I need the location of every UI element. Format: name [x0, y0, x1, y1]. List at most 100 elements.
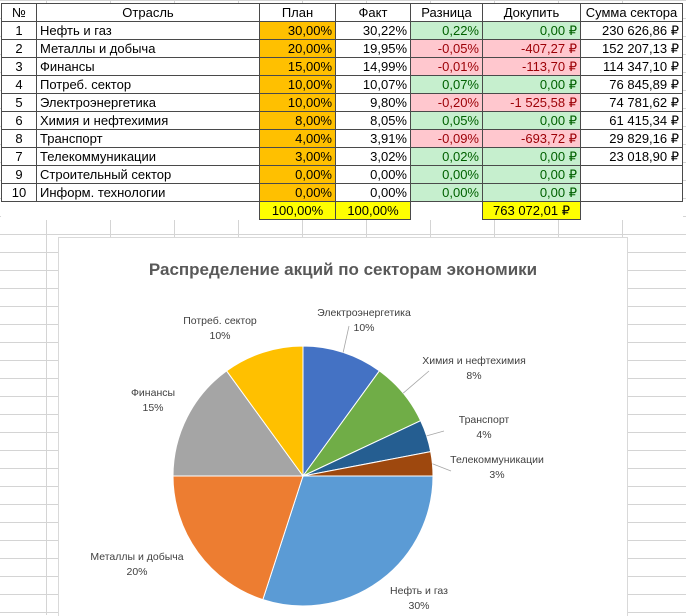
- cell-num[interactable]: 4: [1, 75, 37, 94]
- cell-sum[interactable]: [580, 165, 683, 184]
- cell-plan[interactable]: 10,00%: [259, 93, 336, 112]
- cell-sum[interactable]: [580, 183, 683, 202]
- pie-leader-line: [426, 430, 445, 437]
- cell-fact[interactable]: 19,95%: [335, 39, 411, 58]
- cell-buy[interactable]: 0,00 ₽: [482, 111, 581, 130]
- pie-slice[interactable]: [262, 475, 434, 607]
- cell-plan[interactable]: 0,00%: [259, 183, 336, 202]
- cell-sector[interactable]: Финансы: [36, 57, 260, 76]
- cell-diff[interactable]: -0,05%: [410, 39, 483, 58]
- header-fact[interactable]: Факт: [335, 3, 411, 22]
- cell-sector[interactable]: Телекоммуникации: [36, 147, 260, 166]
- cell-diff[interactable]: 0,02%: [410, 147, 483, 166]
- pie-slice-percent-label: 10%: [353, 322, 374, 334]
- cell-buy[interactable]: -113,70 ₽: [482, 57, 581, 76]
- cell-num[interactable]: 8: [1, 129, 37, 148]
- cell-buy[interactable]: 0,00 ₽: [482, 183, 581, 202]
- cell-diff[interactable]: -0,01%: [410, 57, 483, 76]
- table-row: 5 Электроэнергетика 10,00% 9,80% -0,20% -1 52…: [1, 93, 683, 112]
- pie-slice[interactable]: [172, 370, 304, 477]
- total-buy-cell[interactable]: 763 072,01 ₽: [482, 201, 581, 220]
- cell-plan[interactable]: 10,00%: [259, 75, 336, 94]
- cell-sum[interactable]: 23 018,90 ₽: [580, 147, 683, 166]
- pie-slice[interactable]: [302, 345, 381, 478]
- cell-plan[interactable]: 0,00%: [259, 165, 336, 184]
- cell-buy[interactable]: -407,27 ₽: [482, 39, 581, 58]
- cell-diff[interactable]: -0,20%: [410, 93, 483, 112]
- cell-fact[interactable]: 9,80%: [335, 93, 411, 112]
- header-num[interactable]: №: [1, 3, 37, 22]
- cell-fact[interactable]: 3,02%: [335, 147, 411, 166]
- table-body: 1 Нефть и газ 30,00% 30,22% 0,22% 0,00 ₽230 6…: [1, 21, 683, 202]
- total-plan-cell[interactable]: 100,00%: [259, 201, 336, 220]
- cell-num[interactable]: 2: [1, 39, 37, 58]
- cell-diff[interactable]: 0,07%: [410, 75, 483, 94]
- header-buy[interactable]: Докупить: [482, 3, 581, 22]
- cell-sum[interactable]: 114 347,10 ₽: [580, 57, 683, 76]
- cell-buy[interactable]: 0,00 ₽: [482, 165, 581, 184]
- cell-num[interactable]: 7: [1, 147, 37, 166]
- cell-fact[interactable]: 30,22%: [335, 21, 411, 40]
- header-plan[interactable]: План: [259, 3, 336, 22]
- pie-slice[interactable]: [172, 475, 304, 601]
- pie-slice-name-label: Нефть и газ: [390, 585, 448, 597]
- cell-sector[interactable]: Строительный сектор: [36, 165, 260, 184]
- pie-slice-name-label: Телекоммуникации: [450, 454, 544, 466]
- pie-slice-percent-label: 20%: [126, 566, 147, 578]
- sector-table: № Отрасль План Факт Разница Докупить Сум…: [1, 3, 683, 220]
- cell-plan[interactable]: 20,00%: [259, 39, 336, 58]
- cell-sum[interactable]: 74 781,62 ₽: [580, 93, 683, 112]
- cell-fact[interactable]: 0,00%: [335, 165, 411, 184]
- cell-fact[interactable]: 10,07%: [335, 75, 411, 94]
- cell-buy[interactable]: 0,00 ₽: [482, 75, 581, 94]
- cell-sum[interactable]: 76 845,89 ₽: [580, 75, 683, 94]
- pie-slice-percent-label: 3%: [489, 469, 504, 481]
- header-diff[interactable]: Разница: [410, 3, 483, 22]
- cell-num[interactable]: 1: [1, 21, 37, 40]
- cell-num[interactable]: 10: [1, 183, 37, 202]
- cell-fact[interactable]: 8,05%: [335, 111, 411, 130]
- cell-fact[interactable]: 0,00%: [335, 183, 411, 202]
- cell-num[interactable]: 9: [1, 165, 37, 184]
- cell-plan[interactable]: 4,00%: [259, 129, 336, 148]
- cell-fact[interactable]: 14,99%: [335, 57, 411, 76]
- cell-sector[interactable]: Металлы и добыча: [36, 39, 260, 58]
- cell-buy[interactable]: -693,72 ₽: [482, 129, 581, 148]
- cell-diff[interactable]: 0,00%: [410, 165, 483, 184]
- cell-plan[interactable]: 15,00%: [259, 57, 336, 76]
- cell-diff[interactable]: -0,09%: [410, 129, 483, 148]
- cell-diff[interactable]: 0,22%: [410, 21, 483, 40]
- cell-num[interactable]: 6: [1, 111, 37, 130]
- cell-sum[interactable]: 29 829,16 ₽: [580, 129, 683, 148]
- cell-plan[interactable]: 30,00%: [259, 21, 336, 40]
- cell-sum[interactable]: 230 626,86 ₽: [580, 21, 683, 40]
- cell-diff[interactable]: 0,00%: [410, 183, 483, 202]
- cell-sector[interactable]: Потреб. сектор: [36, 75, 260, 94]
- header-row: № Отрасль План Факт Разница Докупить Сум…: [1, 3, 683, 22]
- cell-fact[interactable]: 3,91%: [335, 129, 411, 148]
- cell-buy[interactable]: -1 525,58 ₽: [482, 93, 581, 112]
- pie-chart-svg: Электроэнергетика 10% Химия и нефтехимия 8%…: [90, 307, 544, 612]
- cell-sector[interactable]: Химия и нефтехимия: [36, 111, 260, 130]
- header-sector[interactable]: Отрасль: [36, 3, 260, 22]
- pie-chart[interactable]: Распределение акций по секторам экономик…: [58, 237, 628, 616]
- header-sum[interactable]: Сумма сектора: [580, 3, 683, 22]
- cell-buy[interactable]: 0,00 ₽: [482, 147, 581, 166]
- cell-diff[interactable]: 0,05%: [410, 111, 483, 130]
- cell-sum[interactable]: 152 207,13 ₽: [580, 39, 683, 58]
- cell-plan[interactable]: 8,00%: [259, 111, 336, 130]
- cell-num[interactable]: 5: [1, 93, 37, 112]
- cell-plan[interactable]: 3,00%: [259, 147, 336, 166]
- cell-sector[interactable]: Информ. технологии: [36, 183, 260, 202]
- cell-num[interactable]: 3: [1, 57, 37, 76]
- cell-sector[interactable]: Нефть и газ: [36, 21, 260, 40]
- total-fact-cell[interactable]: 100,00%: [335, 201, 411, 220]
- pie-slice-name-label: Транспорт: [459, 414, 510, 426]
- cell-sum[interactable]: 61 415,34 ₽: [580, 111, 683, 130]
- cell-buy[interactable]: 0,00 ₽: [482, 21, 581, 40]
- pie-slice[interactable]: [225, 345, 304, 478]
- cell-sector[interactable]: Транспорт: [36, 129, 260, 148]
- cell-sector[interactable]: Электроэнергетика: [36, 93, 260, 112]
- totals-blank: [37, 202, 260, 220]
- pie-slice-percent-label: 10%: [209, 330, 230, 342]
